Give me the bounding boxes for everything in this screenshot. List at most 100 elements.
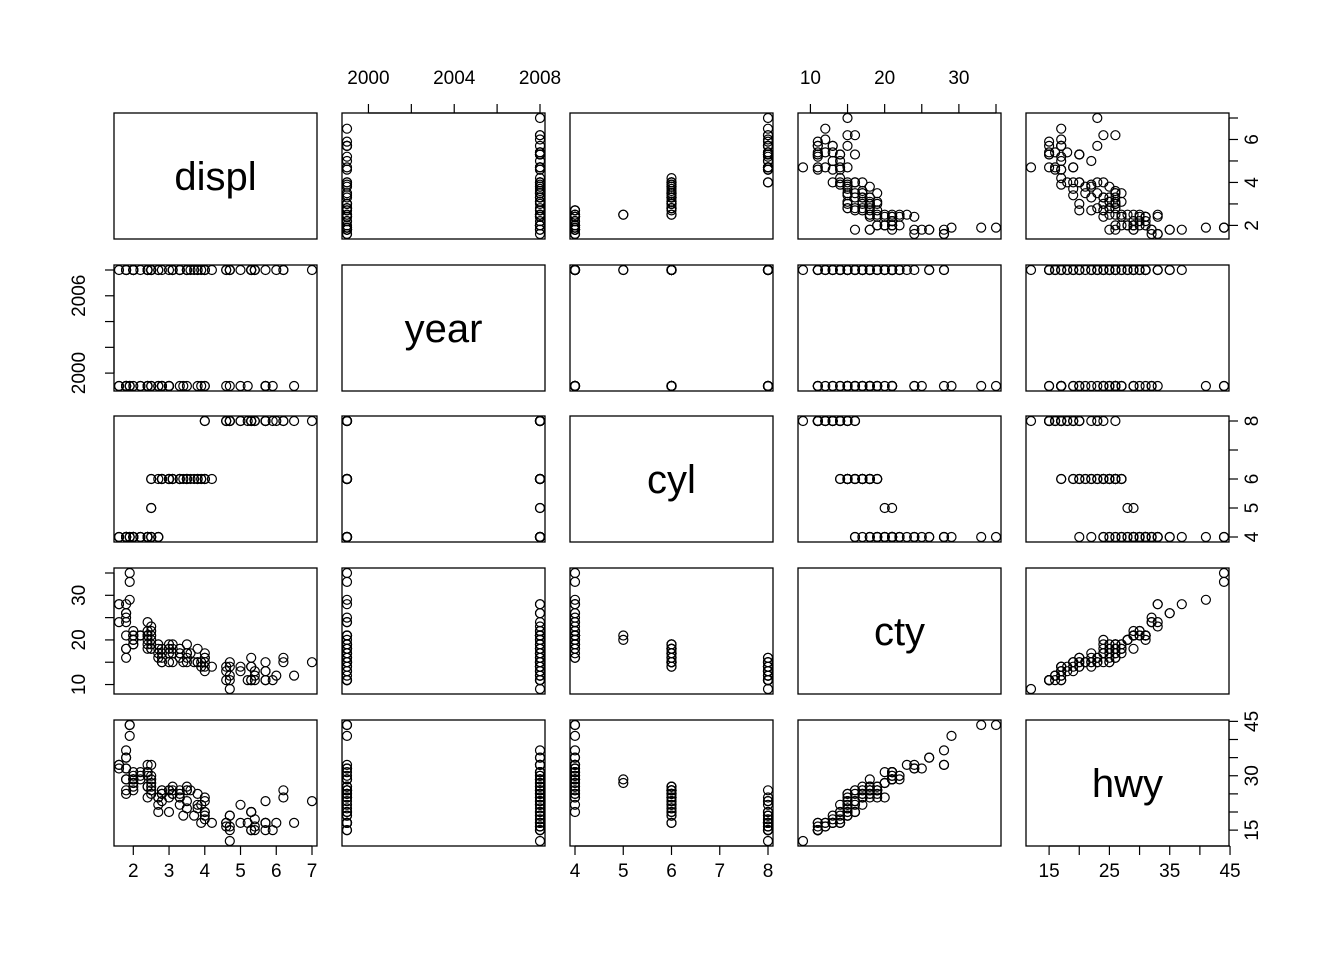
data-point — [1098, 380, 1109, 392]
data-point — [246, 264, 257, 276]
data-point — [178, 810, 189, 821]
data-point — [1104, 380, 1115, 392]
data-point — [1068, 177, 1079, 188]
data-point — [341, 177, 353, 188]
data-point — [842, 203, 853, 214]
data-point — [135, 380, 146, 392]
data-point — [341, 531, 353, 543]
panel-displ-vs-year — [341, 112, 546, 240]
tick-label: 15 — [1242, 820, 1263, 841]
data-point — [849, 380, 861, 392]
data-point — [1098, 473, 1109, 485]
data-point — [1140, 380, 1151, 392]
tick-label: 7 — [307, 861, 318, 882]
data-point — [666, 380, 677, 392]
data-point — [946, 222, 957, 233]
data-point — [797, 264, 809, 276]
panel-frame — [569, 567, 774, 695]
data-point — [1068, 380, 1079, 392]
data-point — [1104, 473, 1115, 485]
data-point — [797, 162, 809, 173]
tick-label: 6 — [666, 861, 677, 882]
data-point — [857, 264, 868, 276]
tick-label: 6 — [271, 861, 282, 882]
data-point — [834, 177, 846, 188]
data-point — [1110, 209, 1121, 220]
data-point — [124, 730, 135, 742]
data-point — [666, 657, 677, 668]
panel-frame — [341, 567, 546, 695]
data-point — [872, 531, 883, 543]
tick-label: 45 — [1242, 711, 1263, 732]
data-point — [341, 824, 353, 836]
data-point — [206, 661, 217, 672]
data-point — [820, 134, 831, 145]
data-point — [901, 531, 913, 543]
data-point — [1140, 211, 1151, 222]
data-point — [666, 196, 677, 207]
panel-frame — [797, 567, 1002, 695]
data-point — [153, 806, 164, 818]
panel-frame — [113, 112, 318, 240]
data-point — [618, 209, 629, 220]
data-point — [341, 817, 353, 829]
data-point — [235, 380, 246, 392]
data-point — [569, 567, 581, 579]
data-point — [879, 220, 890, 231]
data-point — [1092, 203, 1103, 214]
data-point — [1218, 222, 1230, 233]
data-point — [894, 220, 905, 231]
data-point — [224, 657, 235, 668]
data-point — [341, 803, 353, 814]
data-point — [901, 264, 913, 276]
data-point — [174, 648, 185, 659]
data-point — [762, 806, 774, 818]
data-point — [569, 599, 581, 610]
data-point — [534, 599, 546, 610]
data-point — [534, 824, 546, 836]
data-point — [146, 643, 157, 654]
data-point — [569, 752, 581, 763]
data-point — [341, 719, 353, 731]
data-point — [901, 759, 913, 771]
data-point — [1049, 674, 1061, 686]
panel-hwy-vs-hwy: hwy — [1025, 719, 1230, 847]
data-point — [1176, 224, 1187, 235]
data-point — [534, 130, 546, 141]
tick-label: 2000 — [347, 68, 389, 89]
data-point — [120, 630, 132, 641]
data-point — [534, 661, 546, 672]
data-point — [260, 666, 271, 677]
data-point — [976, 380, 987, 392]
data-point — [534, 134, 546, 145]
data-point — [1068, 264, 1079, 276]
data-point — [146, 502, 157, 514]
panel-hwy-vs-cty — [797, 719, 1002, 847]
data-point — [1092, 112, 1103, 124]
data-point — [842, 183, 853, 194]
data-point — [242, 674, 253, 686]
data-point — [569, 785, 581, 796]
data-point — [1086, 657, 1097, 668]
panel-cyl-vs-cty — [797, 415, 1002, 543]
data-point — [762, 674, 774, 686]
data-point — [120, 612, 132, 623]
data-point — [857, 473, 868, 485]
data-point — [872, 209, 883, 220]
data-point — [242, 415, 253, 427]
data-point — [249, 674, 260, 686]
data-point — [1056, 264, 1067, 276]
data-point — [1152, 211, 1163, 222]
data-point — [224, 415, 235, 427]
data-point — [872, 792, 883, 803]
data-point — [249, 264, 260, 276]
tick-label: 30 — [69, 585, 90, 606]
data-point — [534, 774, 546, 785]
data-point — [1074, 415, 1085, 427]
data-point — [864, 198, 875, 209]
data-point — [1092, 657, 1103, 668]
data-point — [1043, 264, 1055, 276]
data-point — [1128, 630, 1139, 641]
data-point — [341, 788, 353, 800]
data-point — [812, 136, 823, 147]
